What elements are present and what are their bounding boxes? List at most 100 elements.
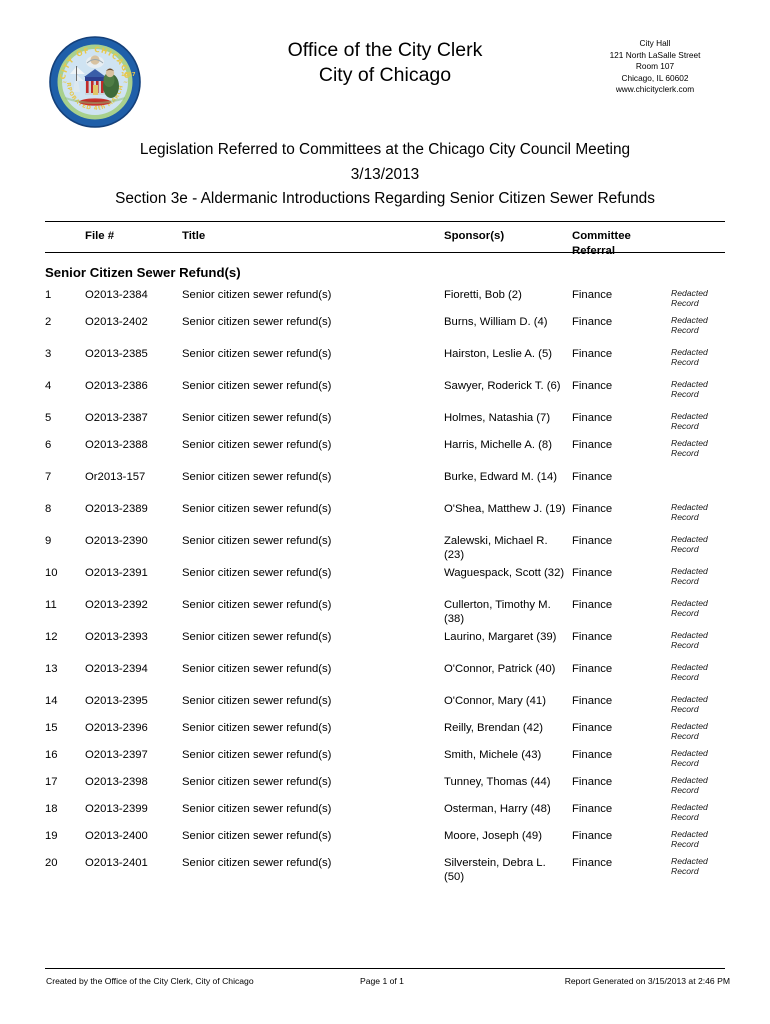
cell-status: Redacted Record	[671, 288, 708, 309]
cell-title: Senior citizen sewer refund(s)	[182, 695, 332, 707]
cell-sponsor: Harris, Michelle A. (8)	[444, 439, 552, 451]
column-header-title: Title	[182, 230, 206, 242]
cell-title: Senior citizen sewer refund(s)	[182, 380, 332, 392]
footer-page-number: Page 1 of 1	[360, 976, 404, 986]
cell-num: 16	[45, 749, 58, 761]
cell-file: O2013-2402	[85, 316, 148, 328]
cell-num: 12	[45, 631, 58, 643]
cell-committee: Finance	[572, 503, 613, 515]
cell-file: O2013-2389	[85, 503, 148, 515]
cell-num: 11	[45, 599, 57, 611]
cell-sponsor: Holmes, Natashia (7)	[444, 412, 551, 424]
cell-status: Redacted Record	[671, 347, 708, 368]
cell-file: O2013-2396	[85, 722, 148, 734]
cell-status: Redacted Record	[671, 829, 708, 850]
cell-title: Senior citizen sewer refund(s)	[182, 535, 332, 547]
column-header-committee: Committee Referral	[572, 230, 631, 257]
cell-title: Senior citizen sewer refund(s)	[182, 803, 332, 815]
subtitle-line1: Legislation Referred to Committees at th…	[139, 141, 631, 158]
cell-committee: Finance	[572, 776, 613, 788]
table-header-row: File # Title Sponsor(s) Committee Referr…	[0, 229, 770, 257]
cell-sponsor: O'Connor, Mary (41)	[444, 695, 546, 707]
cell-status: Redacted Record	[671, 662, 708, 683]
cell-num: 20	[45, 857, 58, 869]
cell-committee: Finance	[572, 535, 613, 547]
organization-title: Office of the City Clerk City of Chicago	[200, 38, 570, 88]
cell-num: 19	[45, 830, 58, 842]
chicago-city-seal-icon: CITY OF CHICAGO INCORPORATED 4th MARCH 1…	[49, 36, 141, 128]
svg-text:1837: 1837	[121, 72, 136, 78]
address-line-room: Room 107	[635, 61, 675, 72]
cell-status: Redacted Record	[671, 775, 708, 796]
cell-sponsor: Burns, William D. (4)	[444, 316, 548, 328]
cell-sponsor: O'Connor, Patrick (40)	[444, 663, 556, 675]
cell-num: 9	[45, 535, 52, 547]
cell-sponsor: O'Shea, Matthew J. (19)	[444, 503, 566, 515]
cell-committee: Finance	[572, 380, 613, 392]
cell-committee: Finance	[572, 663, 613, 675]
cell-file: O2013-2395	[85, 695, 148, 707]
table-header-divider	[45, 252, 725, 253]
cell-file: O2013-2394	[85, 663, 148, 675]
cell-num: 10	[45, 567, 58, 579]
cell-num: 15	[45, 722, 58, 734]
cell-title: Senior citizen sewer refund(s)	[182, 830, 332, 842]
cell-sponsor: Osterman, Harry (48)	[444, 803, 551, 815]
cell-sponsor: Sawyer, Roderick T. (6)	[444, 380, 561, 392]
cell-sponsor: Smith, Michele (43)	[444, 749, 542, 761]
svg-text:~: ~	[123, 79, 128, 86]
table-top-divider	[45, 221, 725, 222]
cell-num: 5	[45, 412, 52, 424]
cell-title: Senior citizen sewer refund(s)	[182, 471, 332, 483]
address-line-city-state-zip: Chicago, IL 60602	[621, 72, 689, 83]
cell-status: Redacted Record	[671, 534, 708, 555]
cell-num: 18	[45, 803, 58, 815]
cell-committee: Finance	[572, 289, 613, 301]
cell-num: 3	[45, 348, 52, 360]
cell-sponsor: Cullerton, Timothy M. (38)	[444, 599, 551, 626]
cell-sponsor: Laurino, Margaret (39)	[444, 631, 557, 643]
cell-sponsor: Fioretti, Bob (2)	[444, 289, 522, 301]
cell-title: Senior citizen sewer refund(s)	[182, 316, 332, 328]
cell-title: Senior citizen sewer refund(s)	[182, 439, 332, 451]
cell-committee: Finance	[572, 722, 613, 734]
cell-title: Senior citizen sewer refund(s)	[182, 749, 332, 761]
cell-status: Redacted Record	[671, 630, 708, 651]
cell-title: Senior citizen sewer refund(s)	[182, 599, 332, 611]
cell-status: Redacted Record	[671, 566, 708, 587]
cell-file: O2013-2398	[85, 776, 148, 788]
cell-num: 13	[45, 663, 58, 675]
cell-num: 17	[45, 776, 58, 788]
footer-created-by: Created by the Office of the City Clerk,…	[46, 976, 254, 986]
svg-text:~: ~	[62, 79, 67, 86]
org-title-line2: City of Chicago	[318, 64, 452, 86]
cell-num: 1	[45, 289, 52, 301]
cell-status: Redacted Record	[671, 748, 708, 769]
cell-file: O2013-2391	[85, 567, 148, 579]
cell-status: Redacted Record	[671, 411, 708, 432]
cell-sponsor: Waguespack, Scott (32)	[444, 567, 565, 579]
cell-status: Redacted Record	[671, 315, 708, 336]
cell-status: Redacted Record	[671, 438, 708, 459]
subtitle-line2: 3/13/2013	[350, 165, 420, 183]
cell-committee: Finance	[572, 631, 613, 643]
cell-committee: Finance	[572, 348, 613, 360]
footer-generated-on: Report Generated on 3/15/2013 at 2:46 PM	[564, 976, 730, 986]
table-group-heading: Senior Citizen Sewer Refund(s)	[45, 265, 241, 280]
cell-status: Redacted Record	[671, 694, 708, 715]
cell-sponsor: Tunney, Thomas (44)	[444, 776, 551, 788]
cell-title: Senior citizen sewer refund(s)	[182, 722, 332, 734]
column-header-file: File #	[85, 230, 115, 242]
cell-committee: Finance	[572, 749, 613, 761]
report-subtitle: Legislation Referred to Committees at th…	[40, 138, 730, 212]
cell-file: O2013-2388	[85, 439, 148, 451]
cell-status: Redacted Record	[671, 598, 708, 619]
column-header-sponsor: Sponsor(s)	[444, 230, 505, 242]
cell-num: 4	[45, 380, 52, 392]
cell-title: Senior citizen sewer refund(s)	[182, 631, 332, 643]
footer-divider	[45, 968, 725, 969]
cell-status: Redacted Record	[671, 721, 708, 742]
cell-file: O2013-2397	[85, 749, 148, 761]
cell-file: O2013-2387	[85, 412, 148, 424]
cell-file: O2013-2385	[85, 348, 148, 360]
